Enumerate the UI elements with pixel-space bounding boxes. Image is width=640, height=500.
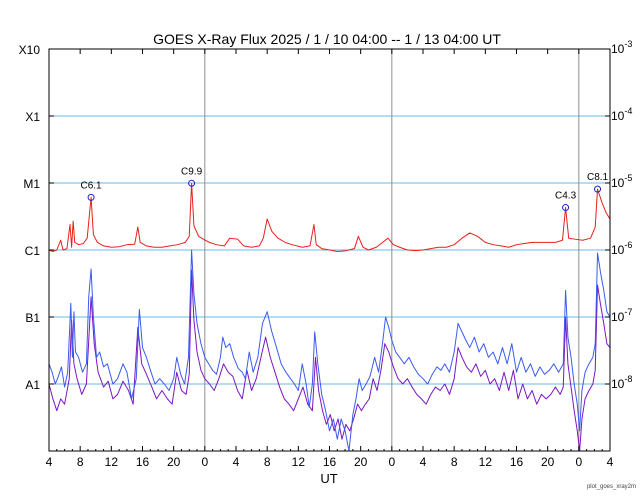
series-line-long [48,182,611,252]
y-label-left-c1: C1 [25,244,41,258]
flare-label-1: C6.1 [81,180,103,191]
x-tick-label-15: 16 [510,455,524,469]
flare-label-2: C9.9 [181,166,203,177]
x-tick-label-1: 8 [77,455,84,469]
flare-marker-2 [188,179,196,187]
x-tick-label-9: 16 [323,455,337,469]
y-label-right-e-7: 10-7 [611,307,632,324]
series-layer [48,182,611,452]
flare-marker-4 [594,185,602,193]
x-tick-label-17: 0 [575,455,582,469]
x-tick-label-5: 0 [201,455,208,469]
y-label-right-e-3: 10-3 [611,39,632,56]
x-tick-label-2: 12 [105,455,119,469]
x-tick-label-16: 20 [541,455,555,469]
y-label-left-b1: B1 [25,311,40,325]
y-label-right-e-4: 10-4 [611,106,632,123]
flare-label-4: C8.1 [587,172,609,183]
y-label-right-e-5: 10-5 [611,173,632,190]
flare-marker-1 [87,193,95,201]
series-line-short-a [48,249,611,452]
x-tick-label-6: 4 [233,455,240,469]
x-tick-label-13: 8 [451,455,458,469]
axis-layer: 4 8 12 16 20 0 4 8 12 16 20 0 4 8 12 16 20 0 4 X10 X1 M1 C1 B1 A… [19,39,633,469]
y-label-right-e-6: 10-6 [611,240,632,257]
chart-title: GOES X-Ray Flux 2025 / 1 / 10 04:00 -- 1… [153,31,501,47]
x-tick-label-7: 8 [264,455,271,469]
x-tick-label-4: 20 [167,455,181,469]
x-tick-label-11: 0 [388,455,395,469]
x-tick-label-10: 20 [354,455,368,469]
y-label-left-m1: M1 [23,177,40,191]
x-tick-label-3: 16 [136,455,150,469]
x-tick-label-0: 4 [46,455,53,469]
x-axis-label: UT [320,471,337,486]
y-label-left-x1: X1 [25,110,40,124]
x-tick-label-12: 4 [420,455,427,469]
plot-credit: plot_goes_xray2m [587,484,636,490]
flare-label-3: C4.3 [555,191,577,202]
flare-marker-3 [562,204,570,212]
y-label-left-a1: A1 [25,378,40,392]
y-label-right-e-8: 10-8 [611,374,632,391]
x-tick-label-8: 12 [292,455,306,469]
x-tick-label-18: 4 [607,455,614,469]
series-line-short-b [48,269,611,452]
y-label-left-x10: X10 [19,43,41,57]
x-tick-label-14: 12 [479,455,493,469]
flare-marker-layer: C6.1 C9.9 C4.3 C8.1 [81,166,609,212]
